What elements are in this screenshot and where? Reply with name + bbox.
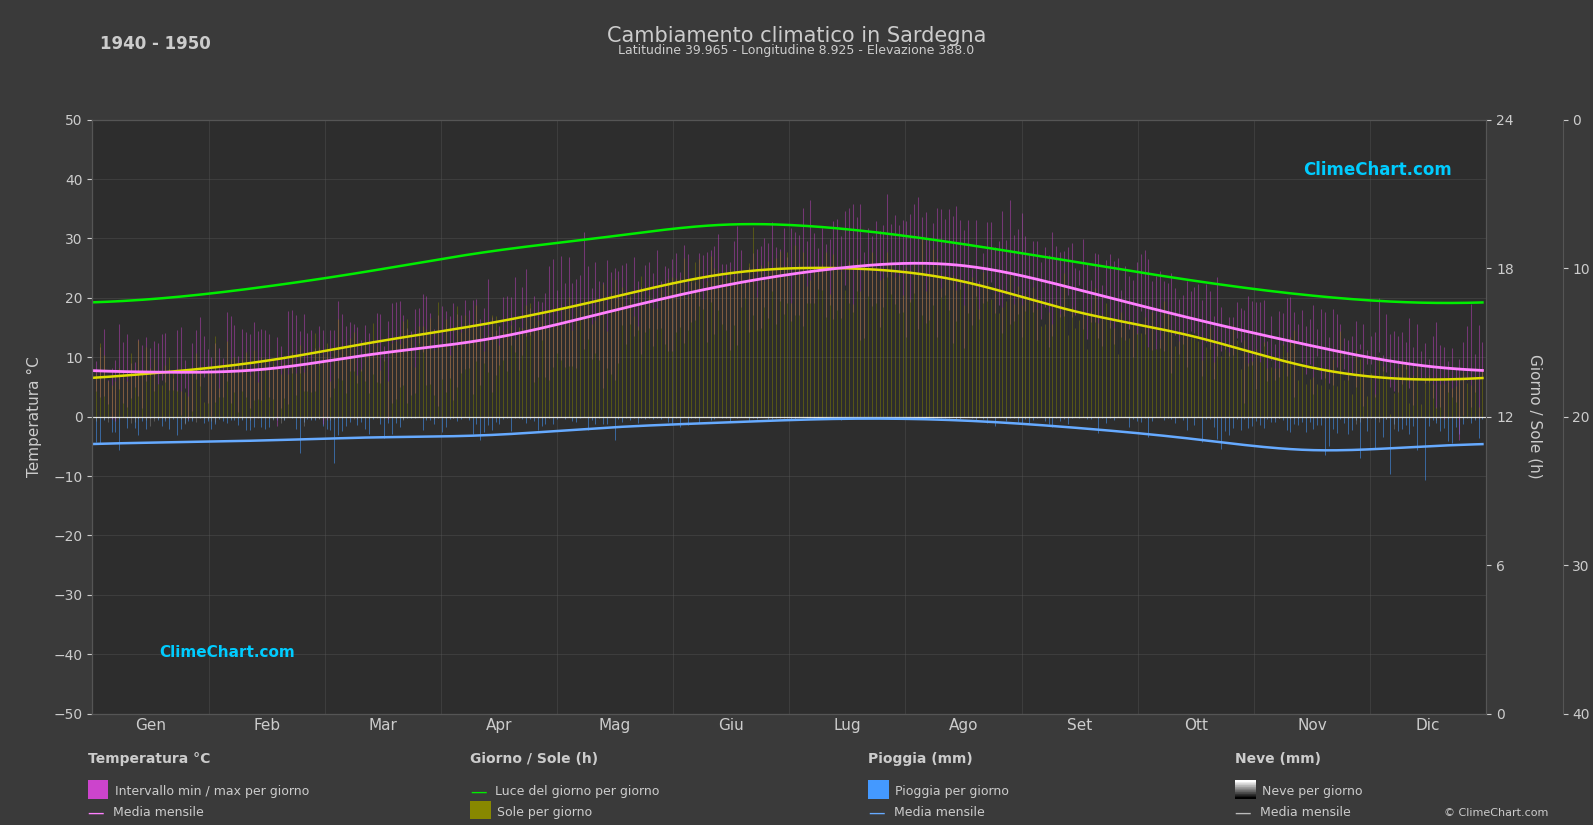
Text: ClimeChart.com: ClimeChart.com [159,645,295,660]
Text: Pioggia (mm): Pioggia (mm) [868,752,973,766]
Text: Luce del giorno per giorno: Luce del giorno per giorno [495,785,660,799]
Text: Latitudine 39.965 - Longitudine 8.925 - Elevazione 388.0: Latitudine 39.965 - Longitudine 8.925 - … [618,44,975,57]
Y-axis label: Giorno / Sole (h): Giorno / Sole (h) [1528,354,1542,479]
Text: Pioggia per giorno: Pioggia per giorno [895,785,1008,799]
Text: Neve per giorno: Neve per giorno [1262,785,1362,799]
Text: Cambiamento climatico in Sardegna: Cambiamento climatico in Sardegna [607,26,986,46]
Text: Intervallo min / max per giorno: Intervallo min / max per giorno [115,785,309,799]
Text: Giorno / Sole (h): Giorno / Sole (h) [470,752,597,766]
Text: Temperatura °C: Temperatura °C [88,752,210,766]
Text: Neve (mm): Neve (mm) [1235,752,1321,766]
Text: —: — [868,804,884,822]
Text: ClimeChart.com: ClimeChart.com [1303,161,1451,179]
Text: © ClimeChart.com: © ClimeChart.com [1443,808,1548,818]
Text: —: — [88,804,104,822]
Text: Media mensile: Media mensile [1260,806,1351,819]
Text: Media mensile: Media mensile [894,806,984,819]
Text: Media mensile: Media mensile [113,806,204,819]
Y-axis label: Temperatura °C: Temperatura °C [27,356,43,477]
Text: 1940 - 1950: 1940 - 1950 [100,35,212,53]
Text: —: — [470,783,486,801]
Text: Sole per giorno: Sole per giorno [497,806,593,819]
Text: —: — [1235,804,1251,822]
